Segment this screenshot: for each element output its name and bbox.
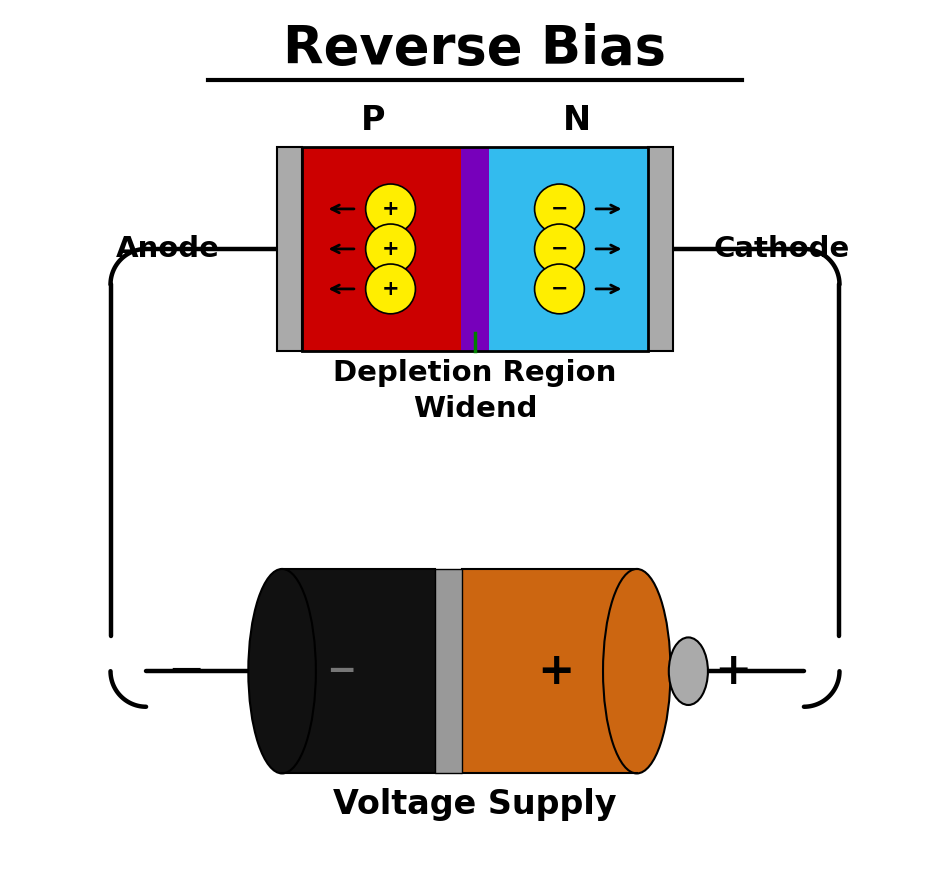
Bar (435, 569, 462, 773)
Text: −: − (551, 279, 568, 299)
Bar (276, 147, 302, 351)
Text: N: N (563, 103, 591, 137)
Ellipse shape (248, 569, 315, 773)
Text: +: + (382, 279, 399, 299)
Text: Widend: Widend (412, 395, 538, 423)
Circle shape (535, 264, 584, 314)
Ellipse shape (603, 569, 671, 773)
Text: +: + (382, 199, 399, 219)
Text: Cathode: Cathode (713, 235, 850, 263)
Text: +: + (714, 650, 751, 693)
Text: Depletion Region: Depletion Region (333, 359, 617, 388)
Bar (302, 147, 461, 351)
Text: P: P (360, 103, 385, 137)
Bar (461, 147, 489, 351)
Circle shape (366, 264, 415, 314)
Circle shape (366, 224, 415, 274)
Bar (648, 147, 674, 351)
Bar (282, 569, 435, 773)
Text: Anode: Anode (116, 235, 220, 263)
Text: −: − (327, 654, 357, 688)
Text: Voltage Supply: Voltage Supply (333, 788, 617, 821)
Text: +: + (382, 239, 399, 259)
Text: Reverse Bias: Reverse Bias (283, 23, 667, 75)
Circle shape (535, 224, 584, 274)
Bar (462, 569, 636, 773)
Bar (489, 147, 648, 351)
Circle shape (535, 184, 584, 234)
Ellipse shape (669, 637, 708, 705)
Bar (302, 147, 648, 351)
Text: −: − (551, 199, 568, 219)
Text: −: − (551, 239, 568, 259)
Circle shape (366, 184, 415, 234)
Text: +: + (537, 650, 575, 693)
Text: −: − (167, 650, 204, 693)
